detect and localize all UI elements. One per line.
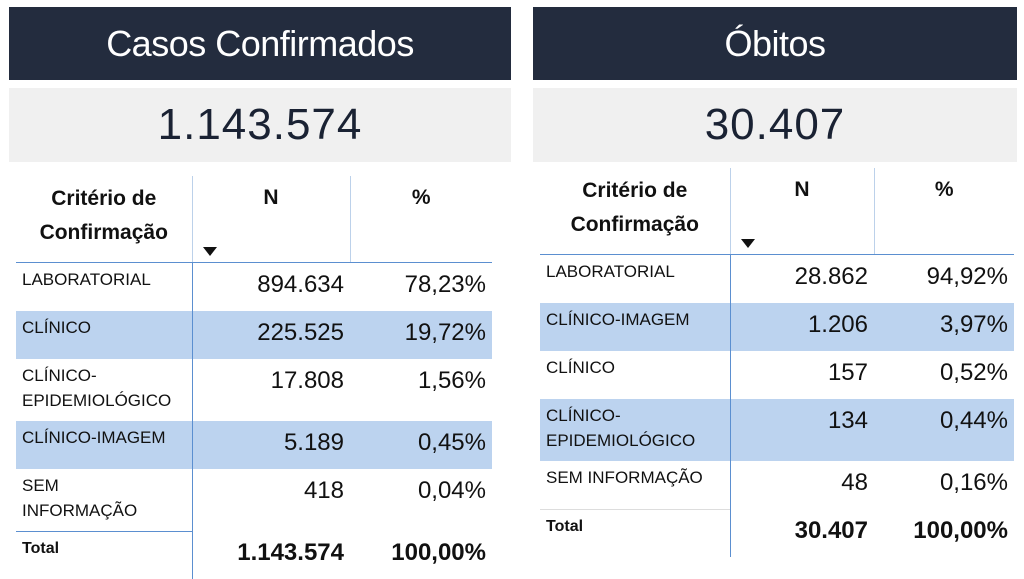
row-n: 17.808 (270, 367, 344, 394)
row-pct: 78,23% (404, 271, 486, 298)
column-header-criterio[interactable]: Critério de Confirmação (16, 176, 192, 263)
total-label: Total (16, 530, 193, 579)
row-label: CLÍNICO- EPIDEMIOLÓGICO (16, 359, 193, 421)
row-n: 894.634 (257, 271, 344, 298)
table-row[interactable]: SEM INFORMAÇÃO 418 0,04% (16, 469, 492, 531)
table-header-row: Critério de Confirmação N % (540, 168, 1014, 255)
row-label: CLÍNICO (16, 311, 193, 359)
table-row[interactable]: CLÍNICO-IMAGEM 5.189 0,45% (16, 421, 492, 469)
row-n: 1.206 (730, 303, 874, 351)
total-label: Total (540, 508, 731, 557)
row-n: 225.525 (192, 311, 350, 359)
row-label: SEM INFORMAÇÃO (540, 461, 731, 509)
row-label: CLÍNICO-IMAGEM (16, 421, 193, 469)
row-pct: 0,44% (874, 399, 1014, 461)
total-row: Total 1.143.574 100,00% (16, 530, 492, 579)
column-header-n-label: N (794, 178, 810, 201)
obitos-criterio-table: Critério de Confirmação N % LABORATORIAL… (540, 168, 1014, 557)
table-row[interactable]: LABORATORIAL 28.862 94,92% (540, 254, 1014, 303)
column-header-criterio[interactable]: Critério de Confirmação (540, 168, 730, 255)
row-pct: 3,97% (874, 303, 1014, 351)
row-pct: 0,52% (939, 359, 1008, 386)
total-pct: 100,00% (391, 539, 486, 566)
column-header-pct[interactable]: % (873, 168, 1014, 255)
row-n: 5.189 (192, 421, 350, 469)
row-pct: 94,92% (926, 263, 1008, 290)
table-row[interactable]: CLÍNICO 157 0,52% (540, 351, 1014, 399)
row-pct: 0,04% (417, 477, 486, 504)
row-n: 48 (841, 469, 868, 496)
row-pct: 19,72% (350, 311, 492, 359)
table-row[interactable]: CLÍNICO-IMAGEM 1.206 3,97% (540, 303, 1014, 351)
table-row[interactable]: SEM INFORMAÇÃO 48 0,16% (540, 461, 1014, 509)
row-label: LABORATORIAL (16, 262, 193, 311)
row-pct: 1,56% (417, 367, 486, 394)
row-n: 418 (303, 477, 344, 504)
row-pct: 0,16% (939, 469, 1008, 496)
row-label: LABORATORIAL (540, 254, 731, 303)
table-row[interactable]: CLÍNICO- EPIDEMIOLÓGICO 134 0,44% (540, 399, 1014, 461)
column-header-pct[interactable]: % (349, 176, 492, 263)
row-label: SEM INFORMAÇÃO (16, 469, 193, 531)
table-row[interactable]: LABORATORIAL 894.634 78,23% (16, 262, 492, 311)
table-row[interactable]: CLÍNICO- EPIDEMIOLÓGICO 17.808 1,56% (16, 359, 492, 421)
casos-total-card: 1.143.574 (9, 88, 511, 162)
sort-descending-icon[interactable] (740, 239, 755, 248)
column-header-n[interactable]: N (729, 168, 874, 255)
total-pct: 100,00% (913, 517, 1008, 544)
casos-title: Casos Confirmados (9, 7, 511, 80)
obitos-title: Óbitos (533, 7, 1017, 80)
row-n: 28.862 (794, 263, 868, 290)
row-n: 157 (827, 359, 868, 386)
total-row: Total 30.407 100,00% (540, 508, 1014, 557)
row-pct: 0,45% (350, 421, 492, 469)
row-label: CLÍNICO-IMAGEM (540, 303, 731, 351)
total-n: 30.407 (794, 517, 868, 544)
column-header-n-label: N (263, 186, 279, 209)
row-label: CLÍNICO (540, 351, 731, 399)
row-n: 134 (730, 399, 874, 461)
table-header-row: Critério de Confirmação N % (16, 176, 492, 263)
table-row[interactable]: CLÍNICO 225.525 19,72% (16, 311, 492, 359)
row-label: CLÍNICO- EPIDEMIOLÓGICO (540, 399, 731, 461)
total-n: 1.143.574 (237, 539, 344, 566)
casos-criterio-table: Critério de Confirmação N % LABORATORIAL… (16, 176, 492, 579)
column-header-n[interactable]: N (191, 176, 350, 263)
sort-descending-icon[interactable] (202, 247, 217, 256)
obitos-total-card: 30.407 (533, 88, 1017, 162)
